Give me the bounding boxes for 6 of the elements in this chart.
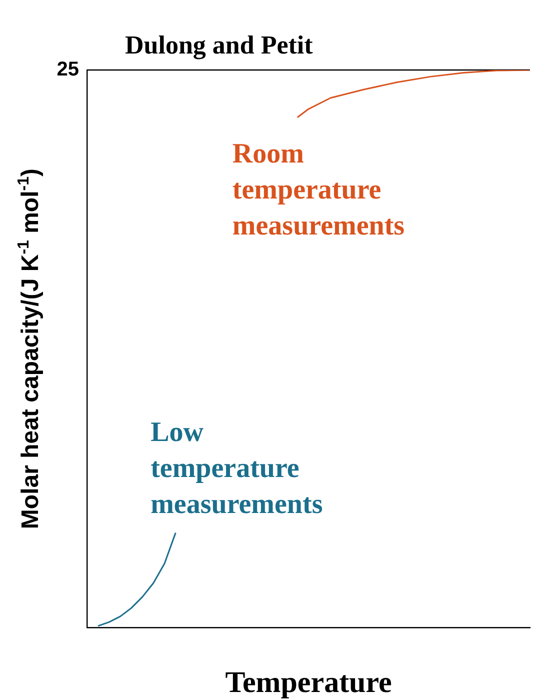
series-label: Low temperature measurements (150, 416, 323, 520)
x-axis-title: Temperature (225, 666, 392, 699)
y-axis-title: Molar heat capacity/(J K-1 mol-1) (15, 168, 44, 530)
ref-line-label: Dulong and Petit (125, 30, 314, 60)
text: 25 (56, 58, 79, 81)
text: Room temperature measurements (232, 138, 405, 242)
